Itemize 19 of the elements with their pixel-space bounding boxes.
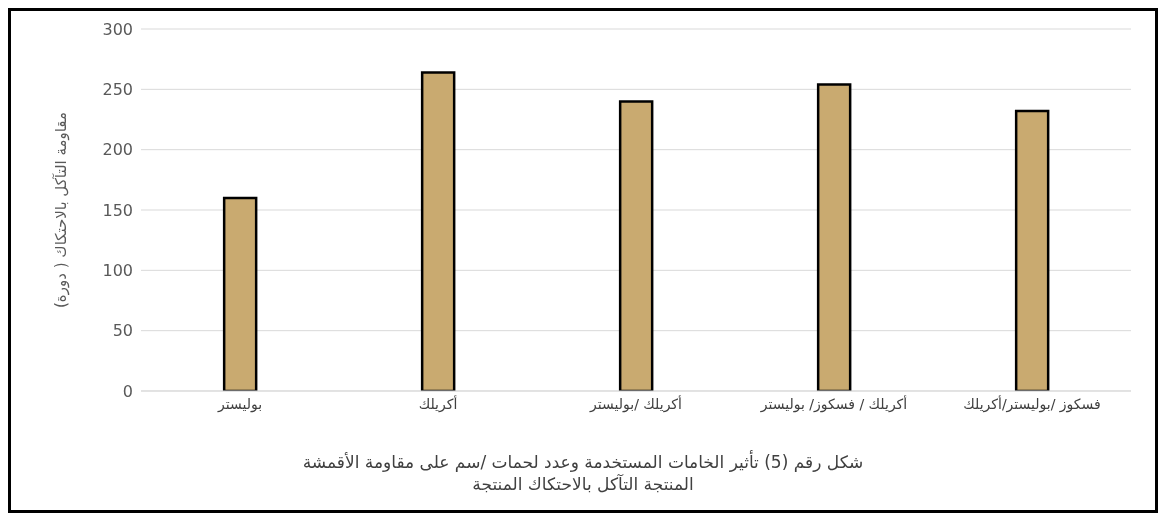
x-tick-label: أكريلك /بوليستر — [589, 394, 683, 413]
y-tick-label: 150 — [102, 200, 133, 220]
x-tick-label: أكريلك / فسكوز/ بوليستر — [759, 394, 908, 413]
y-tick-label: 300 — [102, 19, 133, 39]
bar — [1014, 109, 1050, 391]
x-tick-label: فسكوز /بوليستر/أكريلك — [963, 394, 1101, 413]
bar — [618, 100, 654, 391]
text: شكل رقم (5) تأثير الخامات المستخدمة وعدد لحمات /سم على مقاومة الأقمشة المنتجة التآكل بالاحتكاك المنتجة — [301, 451, 865, 495]
y-axis-title: مقاومة التآكل بالاحتكاك ( دورة) — [52, 112, 71, 308]
bar — [420, 71, 456, 391]
y-tick-label: 0 — [122, 381, 133, 401]
x-tick-label: أكريلك — [418, 394, 458, 413]
y-tick-label: 50 — [112, 321, 133, 341]
y-tick-label: 250 — [102, 80, 133, 100]
bar — [816, 83, 852, 391]
bar — [222, 196, 258, 391]
y-tick-label: 200 — [102, 140, 133, 160]
y-tick-label: 100 — [102, 261, 133, 281]
x-tick-label: بوليستر — [216, 395, 263, 413]
